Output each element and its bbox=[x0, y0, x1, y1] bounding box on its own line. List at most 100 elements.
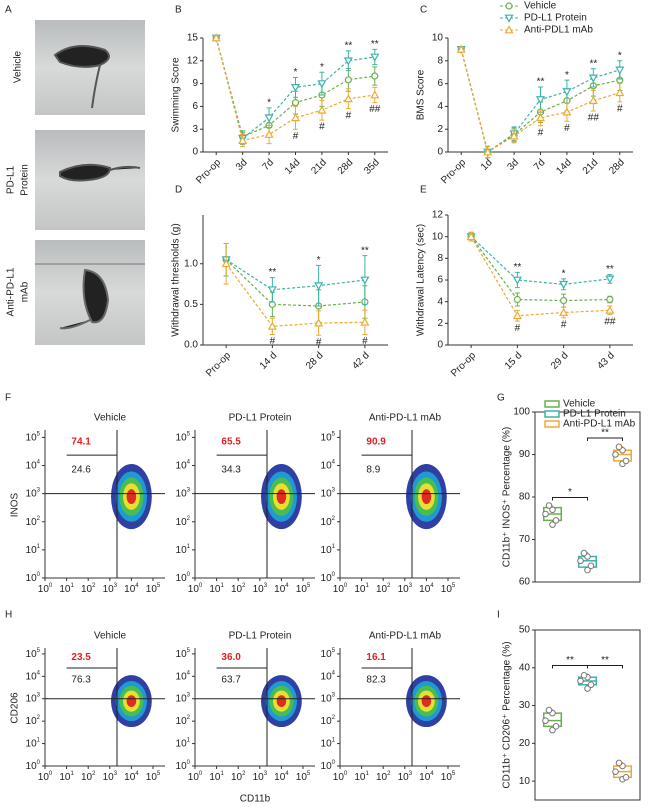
tick-base: 10 bbox=[26, 432, 38, 443]
y-tick-label: 102 bbox=[321, 715, 336, 727]
point bbox=[545, 502, 553, 509]
y-axis-label: Withdrawal thresholds (g) bbox=[171, 223, 182, 336]
series-line bbox=[225, 259, 365, 291]
tick-base: 10 bbox=[26, 488, 38, 499]
tick-base: 10 bbox=[176, 516, 188, 527]
significance: ** bbox=[601, 655, 609, 666]
x-tick-label: 101 bbox=[354, 771, 369, 783]
marker bbox=[605, 275, 615, 284]
y-tick-label: 100 bbox=[176, 572, 191, 584]
tick-base: 10 bbox=[176, 716, 188, 727]
x-tick-label: 101 bbox=[209, 583, 224, 595]
photo-label: mAb bbox=[20, 281, 31, 302]
x-tick-label: 7d bbox=[532, 157, 548, 173]
tick-exponent: 4 bbox=[332, 670, 336, 676]
density bbox=[421, 695, 432, 707]
significance: * bbox=[562, 269, 566, 280]
x-tick-label: 101 bbox=[209, 771, 224, 783]
marker bbox=[483, 147, 493, 156]
x-tick-label: 100 bbox=[333, 583, 348, 595]
significance: ## bbox=[604, 316, 616, 327]
legend-label: Anti-PDL1 mAb bbox=[524, 25, 593, 36]
y-tick-label: 0 bbox=[192, 147, 198, 158]
tick-base: 10 bbox=[176, 738, 188, 749]
point bbox=[587, 681, 595, 689]
x-tick-label: 103 bbox=[253, 583, 268, 595]
y-tick-label: 101 bbox=[176, 543, 191, 555]
marker bbox=[314, 318, 324, 327]
tick-base: 10 bbox=[176, 693, 188, 704]
tick-exponent: 3 bbox=[409, 583, 413, 589]
plot-title: Vehicle bbox=[94, 413, 127, 424]
marker bbox=[343, 57, 353, 66]
marker bbox=[512, 311, 522, 320]
x-tick-label: 1d bbox=[479, 157, 495, 173]
y-tick-label: 15 bbox=[187, 33, 199, 44]
tick-base: 10 bbox=[321, 460, 333, 471]
tick-base: 10 bbox=[59, 772, 71, 783]
tick-exponent: 3 bbox=[332, 487, 336, 493]
tick-base: 10 bbox=[398, 584, 410, 595]
tick-base: 10 bbox=[398, 772, 410, 783]
marker bbox=[370, 53, 380, 62]
significance: * bbox=[317, 255, 321, 266]
y-tick-label: 100 bbox=[26, 760, 41, 772]
tick-exponent: 5 bbox=[452, 771, 456, 777]
y-tick-label: 105 bbox=[321, 647, 336, 659]
y-tick-label: 103 bbox=[26, 692, 41, 704]
tick-base: 10 bbox=[253, 772, 265, 783]
tick-exponent: 2 bbox=[92, 771, 96, 777]
tick-exponent: 3 bbox=[187, 692, 191, 698]
panel-label: B bbox=[175, 5, 182, 16]
marker bbox=[291, 98, 300, 107]
tick-exponent: 0 bbox=[49, 583, 53, 589]
significance: * bbox=[294, 67, 298, 78]
bracket bbox=[587, 437, 623, 441]
x-tick-label: 104 bbox=[274, 583, 289, 595]
tick-base: 10 bbox=[38, 772, 50, 783]
tick-exponent: 1 bbox=[332, 737, 336, 743]
y-tick-label: 101 bbox=[26, 737, 41, 749]
marker bbox=[559, 280, 569, 290]
tick-base: 10 bbox=[321, 693, 333, 704]
y-tick-label: 2 bbox=[437, 124, 443, 135]
quadrant-upper: 16.1 bbox=[366, 652, 386, 663]
y-tick-label: 101 bbox=[321, 543, 336, 555]
tick-exponent: 2 bbox=[187, 715, 191, 721]
quadrant-upper: 74.1 bbox=[71, 436, 91, 447]
tick-exponent: 2 bbox=[387, 771, 391, 777]
tick-base: 10 bbox=[321, 738, 333, 749]
marker bbox=[211, 33, 221, 42]
tick-exponent: 3 bbox=[114, 583, 118, 589]
tick-base: 10 bbox=[376, 772, 388, 783]
photo-label: Vehicle bbox=[13, 50, 24, 83]
tick-exponent: 1 bbox=[70, 583, 74, 589]
tick-base: 10 bbox=[26, 761, 38, 772]
point bbox=[542, 510, 549, 518]
tick-exponent: 4 bbox=[332, 459, 336, 465]
tick-base: 10 bbox=[209, 584, 221, 595]
x-tick-label: 100 bbox=[38, 583, 53, 595]
quadrant-lower: 63.7 bbox=[221, 675, 241, 686]
y-axis-label: INOS bbox=[10, 492, 21, 517]
legend-label: Anti-PD-L1 mAb bbox=[563, 419, 636, 430]
x-tick-label: 14d bbox=[554, 157, 574, 177]
marker bbox=[238, 135, 248, 144]
y-tick-label: 80 bbox=[519, 492, 531, 503]
tick-exponent: 4 bbox=[430, 771, 434, 777]
significance: # bbox=[319, 122, 325, 133]
x-tick-label: 100 bbox=[38, 771, 53, 783]
tick-exponent: 5 bbox=[332, 431, 336, 437]
x-tick-label: 102 bbox=[231, 771, 246, 783]
quadrant-upper: 90.9 bbox=[366, 436, 386, 447]
significance: ** bbox=[537, 77, 545, 88]
x-tick-label: 105 bbox=[441, 583, 456, 595]
tick-base: 10 bbox=[441, 584, 453, 595]
tick-base: 10 bbox=[26, 545, 38, 556]
y-tick-label: 50 bbox=[519, 625, 531, 636]
x-tick-label: 21d bbox=[309, 157, 329, 177]
tick-base: 10 bbox=[296, 772, 308, 783]
marker bbox=[290, 113, 301, 122]
photo-label: PD-L1 bbox=[6, 165, 17, 194]
marker bbox=[588, 74, 598, 83]
